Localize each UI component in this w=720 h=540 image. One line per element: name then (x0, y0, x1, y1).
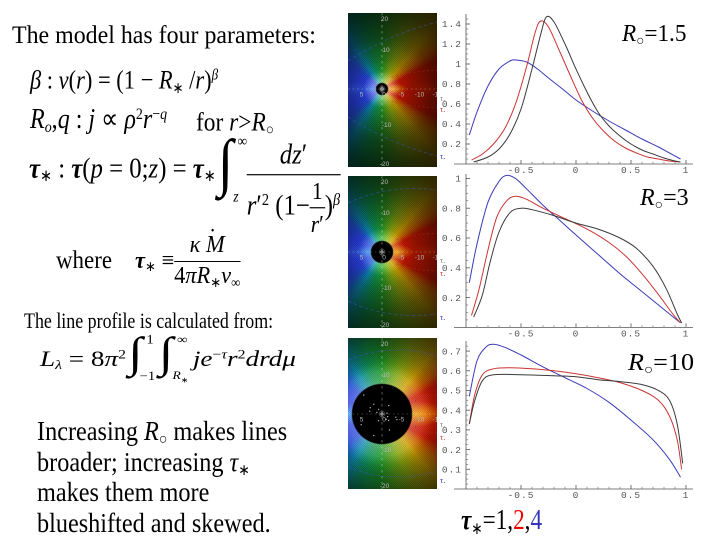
svg-text:0.2: 0.2 (442, 139, 462, 150)
svg-text:5: 5 (360, 255, 364, 262)
svg-text:10: 10 (382, 47, 390, 54)
svg-text:-5: -5 (399, 417, 405, 424)
svg-text:0.5: 0.5 (442, 386, 462, 397)
svg-text:0: 0 (382, 92, 386, 99)
svg-text:0: 0 (382, 255, 386, 262)
svg-text:10: 10 (382, 372, 390, 379)
svg-text:-1: -1 (433, 92, 437, 99)
svg-text:-20: -20 (380, 322, 390, 328)
svg-text:-1: -1 (433, 255, 437, 262)
svg-text:-0.5: -0.5 (508, 328, 535, 339)
svg-text:0: 0 (573, 490, 580, 501)
svg-text:τ.: τ. (440, 152, 445, 161)
svg-text:20: 20 (381, 179, 389, 186)
svg-text:-0.5: -0.5 (508, 165, 535, 176)
svg-text:-5: -5 (399, 92, 405, 99)
svg-text:20: 20 (381, 16, 389, 23)
svg-text:-0.5: -0.5 (508, 490, 535, 501)
svg-text:0: 0 (382, 417, 386, 424)
svg-text:-20: -20 (380, 161, 390, 167)
svg-text:-10: -10 (415, 92, 425, 99)
svg-text:0.8: 0.8 (442, 79, 462, 90)
svg-text:-5: -5 (399, 255, 405, 262)
svg-text:1: 1 (683, 490, 690, 501)
svg-text:1: 1 (683, 165, 690, 176)
svg-text:-1: -1 (433, 417, 437, 424)
svg-text:0.5: 0.5 (621, 328, 641, 339)
svg-text:0.7: 0.7 (442, 346, 462, 357)
svg-text:1: 1 (683, 328, 690, 339)
svg-text:5: 5 (360, 417, 364, 424)
svg-text:τ.: τ. (440, 269, 445, 278)
svg-text:1.2: 1.2 (442, 39, 462, 50)
svg-text:-10: -10 (415, 255, 425, 262)
svg-text:1: 1 (455, 59, 462, 70)
svg-text:0.4: 0.4 (442, 263, 462, 274)
svg-text:0.6: 0.6 (442, 366, 462, 377)
svg-text:0.4: 0.4 (442, 405, 462, 416)
svg-text:1: 1 (455, 174, 462, 185)
svg-text:τ.: τ. (440, 105, 445, 114)
svg-text:0.6: 0.6 (442, 99, 462, 110)
svg-text:0.5: 0.5 (621, 165, 641, 176)
svg-text:5: 5 (360, 92, 364, 99)
svg-text:0.5: 0.5 (621, 490, 641, 501)
svg-text:-10: -10 (382, 122, 392, 129)
svg-text:-10: -10 (382, 447, 392, 454)
svg-text:τ.: τ. (440, 433, 445, 442)
svg-text:τ.: τ. (440, 313, 445, 322)
svg-text:20: 20 (381, 341, 389, 348)
svg-text:-10: -10 (382, 285, 392, 292)
svg-text:-10: -10 (415, 417, 425, 424)
svg-text:10: 10 (382, 210, 390, 217)
svg-text:0.2: 0.2 (442, 293, 462, 304)
svg-text:0.6: 0.6 (442, 233, 462, 244)
svg-text:τ.: τ. (440, 476, 445, 485)
svg-text:0.3: 0.3 (442, 425, 462, 436)
svg-text:1.4: 1.4 (442, 19, 462, 30)
svg-text:0.4: 0.4 (442, 119, 462, 130)
svg-text:τ.: τ. (440, 420, 445, 429)
svg-text:0: 0 (573, 328, 580, 339)
svg-text:0.1: 0.1 (442, 465, 462, 476)
svg-text:0: 0 (573, 165, 580, 176)
svg-text:τ.: τ. (440, 94, 445, 103)
svg-text:-20: -20 (380, 483, 390, 489)
svg-text:0.8: 0.8 (442, 203, 462, 214)
svg-text:0.2: 0.2 (442, 445, 462, 456)
svg-text:τ.: τ. (440, 256, 445, 265)
